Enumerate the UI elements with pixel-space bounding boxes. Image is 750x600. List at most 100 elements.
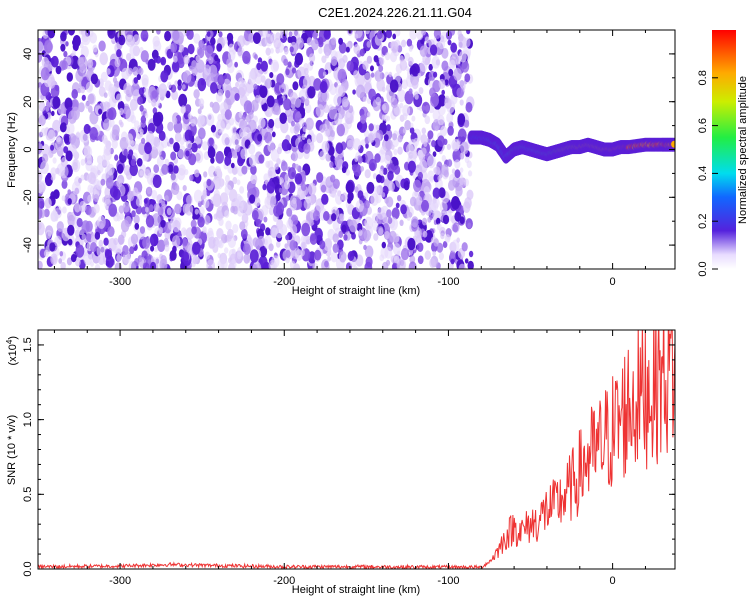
spectrogram-cell — [357, 190, 364, 199]
spectrogram-cell — [440, 125, 447, 137]
spectrogram-cell — [278, 97, 284, 106]
spectrogram-cell — [408, 261, 417, 269]
spectrogram-cell — [134, 222, 140, 230]
spectrogram-cell — [268, 243, 274, 252]
spectrogram-cell — [132, 187, 139, 197]
spectrogram-cell — [210, 37, 216, 46]
spectrogram-cell — [399, 219, 404, 226]
spectrogram-cell — [251, 99, 259, 112]
spectrogram-cell — [208, 56, 214, 65]
spectrogram-cell — [399, 59, 408, 71]
spectrogram-cell — [291, 151, 298, 162]
spectrogram-cell — [321, 140, 330, 154]
spectrogram-cell — [312, 210, 320, 221]
spectrogram-cell — [346, 60, 354, 72]
spectrogram-cell — [333, 94, 342, 107]
spectrogram-cell — [353, 44, 361, 55]
spectrogram-cell — [239, 221, 246, 231]
spectrogram-cell — [219, 192, 229, 206]
spectrogram-cell — [40, 67, 50, 81]
spectrogram-cell — [319, 124, 326, 133]
spectrogram-cell — [334, 112, 343, 126]
spectrogram-cell — [81, 94, 86, 101]
spectrogram-cell — [230, 162, 235, 169]
spectrogram-cell — [153, 203, 160, 212]
spectrogram-cell — [303, 143, 311, 154]
spectrogram-cell — [38, 41, 44, 53]
spectrogram-cell — [370, 72, 375, 78]
spectrogram-cell — [153, 164, 160, 174]
spectrogram-cell — [308, 53, 316, 63]
spectrogram-cell — [444, 95, 450, 104]
spectrogram-cell — [370, 65, 374, 72]
spectrogram-cell — [436, 223, 442, 231]
spectrogram-cell — [437, 94, 447, 107]
spectrogram-cell — [445, 30, 453, 40]
spectrogram-cell — [240, 148, 248, 160]
spectrogram-cell — [128, 67, 133, 75]
spectrogram-cell — [60, 31, 67, 42]
spectrogram-cell — [313, 78, 322, 91]
spectrogram-cell — [227, 62, 235, 74]
spectrogram-cell — [78, 177, 82, 184]
spectrogram-cell — [349, 219, 358, 233]
spectrogram-cell — [387, 216, 393, 225]
spectrogram-cell — [231, 150, 237, 159]
spectrogram-cell — [113, 237, 119, 246]
spectrogram-cell — [276, 146, 282, 155]
spectrogram-cell — [136, 158, 143, 167]
spectrogram-cell — [360, 139, 366, 147]
spectrogram-cell — [106, 68, 111, 75]
spectrogram-cell — [357, 156, 363, 164]
spectrogram-cell — [456, 237, 461, 243]
spectrogram-cell — [141, 74, 149, 86]
spectrogram-cell — [152, 174, 162, 188]
spectrogram-cell — [376, 174, 382, 183]
spectrogram-cell — [117, 234, 125, 245]
spectrogram-cell — [94, 264, 101, 269]
spectrogram-cell — [235, 144, 241, 153]
spectrogram-cell — [322, 176, 327, 184]
spectrogram-cell — [375, 96, 382, 106]
spectrogram-cell — [123, 82, 132, 95]
spectrogram-cell — [446, 112, 454, 124]
spectrogram-cell — [130, 233, 139, 245]
x-tick-label: 0 — [610, 575, 616, 587]
spectrogram-cell — [128, 149, 134, 157]
spectrogram-cell — [241, 165, 248, 175]
spectrogram-cell — [444, 79, 449, 86]
spectrogram-cell — [40, 160, 49, 174]
spectrogram-cell — [127, 190, 135, 202]
spectrogram-cell — [226, 32, 234, 43]
spectrogram-cell — [241, 213, 249, 224]
spectrogram-cell — [424, 250, 431, 260]
spectrogram-cell — [167, 121, 174, 132]
spectrogram-cell — [373, 137, 381, 148]
spectrogram-cell — [240, 228, 248, 239]
spectrogram-y-ticks: -40 -20 0 20 40 — [22, 29, 675, 270]
spectrogram-cell — [439, 201, 448, 214]
spectrogram-cell — [61, 195, 66, 202]
spectrogram-cell — [408, 45, 413, 52]
spectrogram-cell — [375, 124, 380, 131]
spectrogram-cell — [339, 213, 345, 222]
spectrogram-cell — [60, 261, 66, 269]
spectrogram-cell — [156, 156, 164, 167]
spectrogram-cell — [78, 56, 88, 71]
spectrogram-cell — [409, 122, 414, 129]
spectrogram-cell — [210, 82, 218, 94]
spectrogram-cell — [172, 245, 177, 253]
spectrogram-cell — [250, 173, 258, 185]
spectrogram-cell — [285, 68, 290, 76]
spectrogram-cell — [151, 49, 159, 60]
spectrogram-cell — [366, 41, 372, 48]
spectrogram-cell — [335, 84, 344, 97]
spectrogram-cell — [467, 260, 474, 269]
spectrogram-cell — [397, 89, 406, 103]
spectrogram-cell — [252, 32, 261, 44]
snr-background — [38, 330, 675, 569]
spectrogram-cell — [222, 78, 232, 92]
spectrogram-cell — [171, 182, 180, 195]
spectrogram-cell — [206, 178, 212, 187]
spectrogram-cell — [289, 46, 294, 53]
